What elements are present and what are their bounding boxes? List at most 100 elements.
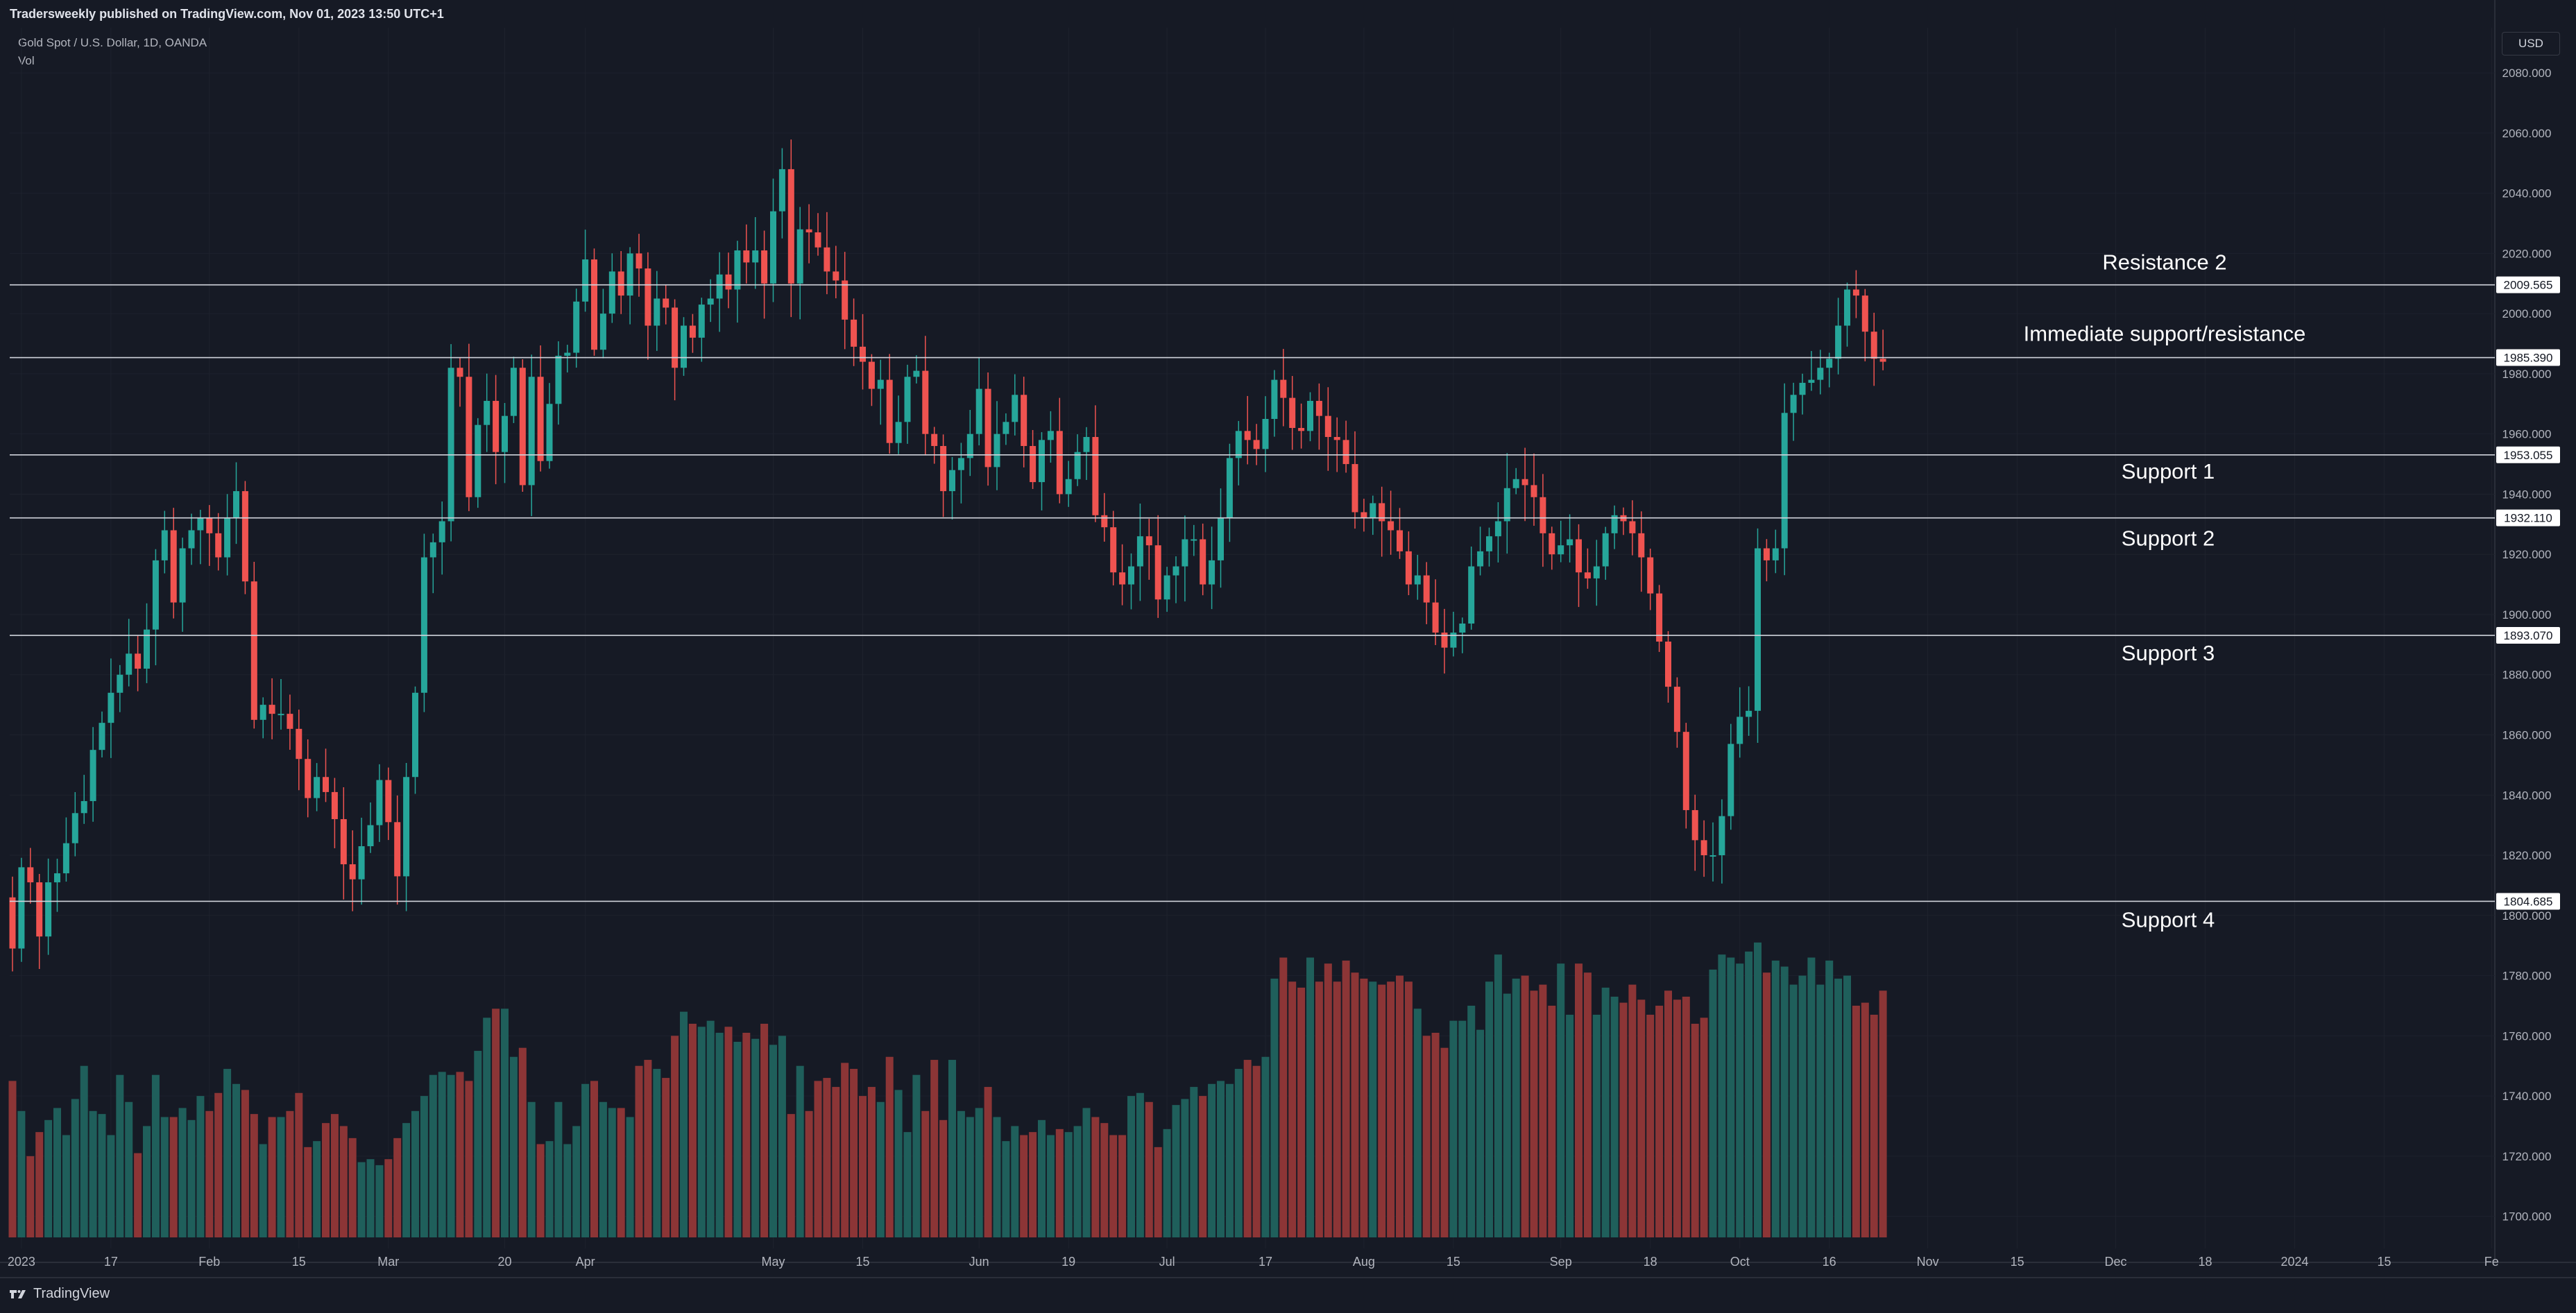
candle-body (1021, 395, 1027, 447)
volume-bar (429, 1074, 437, 1237)
volume-bar (384, 1159, 393, 1237)
volume-bar (1637, 999, 1646, 1237)
candle-body (1558, 545, 1564, 555)
volume-bar (966, 1117, 974, 1237)
candle-body (1315, 400, 1322, 416)
volume-bar (894, 1090, 903, 1237)
candle-body (591, 259, 597, 350)
candle-body (126, 653, 133, 675)
volume-bar (277, 1117, 285, 1237)
candle-body (1172, 566, 1179, 576)
candle-body (1870, 332, 1877, 359)
volume-bar (483, 1018, 491, 1237)
candle-body (18, 867, 25, 949)
volume-bar (688, 1023, 697, 1237)
x-tick-label: 18 (1644, 1255, 1657, 1269)
volume-bar (1861, 1002, 1869, 1237)
volume-bar (1288, 981, 1297, 1237)
x-tick-label: 19 (1061, 1255, 1075, 1269)
candle-body (689, 325, 696, 338)
volume-bar (581, 1083, 590, 1237)
y-tick-label: 1980.000 (2502, 368, 2552, 381)
candle-body (1136, 536, 1143, 567)
y-tick-label: 1800.000 (2502, 909, 2552, 922)
volume-bar (563, 1144, 572, 1237)
volume-bar (1046, 1135, 1055, 1237)
volume-bar (832, 1087, 840, 1237)
x-tick-label: 17 (1259, 1255, 1272, 1269)
y-tick-label: 1860.000 (2502, 729, 2552, 742)
candle-body (502, 415, 508, 452)
candle-body (1521, 479, 1528, 486)
volume-bar (742, 1032, 751, 1237)
volume-bar (357, 1162, 366, 1237)
volume-bar (1351, 972, 1359, 1237)
candle-body (45, 882, 52, 937)
volume-bar (608, 1108, 616, 1237)
candle-body (1280, 379, 1287, 398)
volume-bar (107, 1135, 115, 1237)
x-tick-label: 2023 (8, 1255, 35, 1269)
volume-bar (1745, 951, 1753, 1237)
volume-bar (1029, 1132, 1037, 1237)
volume-bar (590, 1081, 598, 1237)
candle-body (645, 268, 651, 326)
y-tick-label: 1820.000 (2502, 849, 2552, 862)
candle-body (796, 229, 803, 284)
volume-bar (366, 1159, 375, 1237)
volume-bar (867, 1087, 876, 1237)
y-tick-label: 2020.000 (2502, 247, 2552, 260)
candle-body (654, 298, 660, 326)
volume-bar (885, 1056, 894, 1237)
candle-body (1746, 710, 1752, 717)
candle-body (323, 777, 329, 792)
level-price-tag (2496, 446, 2560, 463)
volume-bar (1190, 1087, 1198, 1237)
volume-bar (1431, 1032, 1440, 1237)
candle-body (599, 314, 606, 350)
candle-body (1030, 446, 1037, 483)
volume-bar (1163, 1129, 1171, 1237)
candle-body (438, 521, 445, 542)
candle-body (1584, 572, 1591, 578)
candle-body (1307, 400, 1313, 431)
currency-button[interactable]: USD (2502, 32, 2560, 55)
candle-body (913, 370, 920, 377)
candle-body (1486, 536, 1492, 551)
volume-bar (214, 1092, 223, 1237)
level-price-label: 1804.685 (2504, 895, 2553, 908)
candle-body (617, 271, 624, 296)
volume-bar (456, 1072, 464, 1237)
volume-bar (1315, 981, 1323, 1237)
candle-body (1549, 533, 1555, 555)
y-tick-label: 1700.000 (2502, 1210, 2552, 1224)
volume-bar (492, 1009, 500, 1237)
volume-bar (1020, 1135, 1028, 1237)
volume-bar (1449, 1020, 1458, 1237)
volume-bar (859, 1096, 867, 1237)
volume-bar (375, 1165, 384, 1237)
candle-body (1333, 437, 1340, 440)
tradingview-logo[interactable]: TradingView (10, 1286, 110, 1302)
volume-bar (322, 1123, 330, 1237)
volume-bar (1145, 1101, 1153, 1237)
volume-bar (975, 1108, 983, 1237)
volume-bar (1073, 1126, 1082, 1237)
volume-bar (1754, 942, 1762, 1237)
candle-body (1861, 295, 1868, 332)
volume-bar (1512, 978, 1520, 1237)
level-price-tag (2496, 893, 2560, 910)
volume-bar (1539, 984, 1547, 1237)
volume-bar (1369, 981, 1377, 1237)
candle-body (770, 211, 776, 284)
volume-bar (1548, 1005, 1556, 1237)
candle-body (161, 530, 168, 560)
level-annotation: Resistance 2 (2102, 250, 2226, 275)
volume-bar (1181, 1099, 1189, 1237)
volume-bar (44, 1119, 53, 1237)
candle-body (573, 301, 580, 353)
candle-body (1360, 512, 1367, 519)
candle-body (144, 629, 150, 669)
candle-body (62, 843, 69, 874)
